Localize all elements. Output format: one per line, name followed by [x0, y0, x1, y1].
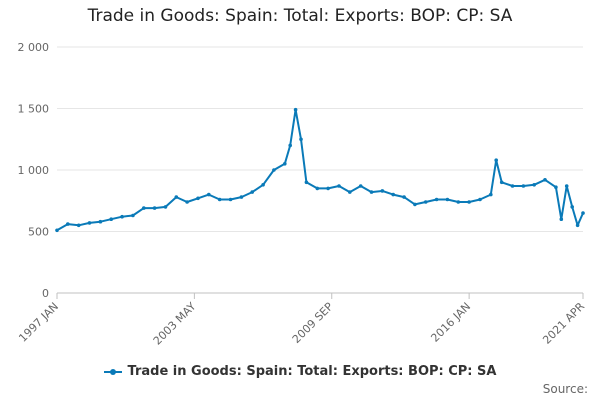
data-point[interactable] [87, 221, 92, 225]
legend[interactable]: Trade in Goods: Spain: Total: Exports: B… [0, 364, 600, 379]
data-point[interactable] [575, 223, 580, 228]
data-point[interactable] [434, 197, 439, 202]
data-point[interactable] [55, 228, 59, 233]
data-point[interactable] [163, 205, 168, 209]
data-point[interactable] [478, 197, 482, 202]
grid-lines [57, 46, 583, 294]
data-point[interactable] [489, 192, 493, 197]
data-point[interactable] [174, 195, 179, 199]
y-tick-label: 2 000 [18, 41, 50, 54]
data-point[interactable] [120, 214, 124, 219]
data-point[interactable] [348, 190, 352, 194]
y-tick-label: 1 500 [18, 103, 50, 116]
data-point[interactable] [142, 206, 146, 210]
x-tick-label: 2021 APR [540, 300, 587, 347]
data-point[interactable] [326, 186, 330, 191]
data-point[interactable] [413, 202, 417, 207]
data-point[interactable] [228, 197, 233, 202]
data-point[interactable] [510, 184, 515, 188]
x-tick-label: 2003 MAY [151, 300, 199, 348]
data-point[interactable] [76, 223, 81, 228]
data-point[interactable] [570, 205, 574, 209]
data-point[interactable] [494, 158, 499, 162]
data-point[interactable] [532, 183, 536, 187]
data-point[interactable] [185, 200, 189, 204]
data-point[interactable] [559, 217, 564, 221]
x-tick-label: 2009 SEP [290, 300, 336, 346]
data-point[interactable] [391, 192, 396, 197]
legend-swatch-icon [103, 367, 122, 377]
data-point[interactable] [521, 184, 526, 188]
y-tick-label: 1 000 [18, 164, 50, 177]
data-point[interactable] [304, 180, 309, 185]
data-point[interactable] [337, 184, 341, 188]
y-tick-label: 0 [42, 287, 49, 300]
data-point[interactable] [288, 143, 293, 148]
x-axis: 1997 JAN 2003 MAY 2009 SEP 2016 JAN 2021 APR [16, 292, 587, 348]
data-point[interactable] [196, 196, 200, 201]
data-point[interactable] [109, 217, 113, 221]
source-label: Source: [542, 382, 588, 396]
data-point[interactable] [423, 200, 428, 204]
y-axis-labels: 0 500 1 000 1 500 2 000 [18, 41, 50, 300]
data-point[interactable] [380, 189, 385, 193]
data-point[interactable] [499, 180, 504, 185]
data-point[interactable] [131, 213, 135, 218]
data-point[interactable] [467, 200, 471, 204]
data-point[interactable] [293, 107, 298, 112]
data-point[interactable] [554, 185, 558, 189]
data-point[interactable] [402, 195, 406, 199]
data-point[interactable] [358, 184, 363, 188]
data-point[interactable] [272, 168, 276, 172]
data-point[interactable] [299, 137, 303, 142]
data-point[interactable] [261, 183, 265, 187]
x-tick-label: 1997 JAN [16, 300, 61, 345]
data-point[interactable] [207, 192, 211, 197]
data-point[interactable] [152, 206, 157, 210]
data-point[interactable] [98, 219, 103, 224]
data-point[interactable] [564, 184, 569, 188]
x-tick-label: 2016 JAN [428, 300, 473, 345]
data-point[interactable] [250, 190, 254, 194]
data-point[interactable] [315, 186, 320, 191]
data-point[interactable] [283, 162, 287, 166]
data-point[interactable] [66, 222, 70, 226]
chart-title: Trade in Goods: Spain: Total: Exports: B… [87, 6, 513, 26]
y-tick-label: 500 [28, 226, 49, 239]
data-point[interactable] [543, 178, 547, 182]
data-point[interactable] [239, 195, 244, 199]
data-point[interactable] [369, 190, 374, 194]
data-point[interactable] [445, 197, 450, 202]
legend-label: Trade in Goods: Spain: Total: Exports: B… [127, 364, 497, 379]
series-line [55, 107, 585, 233]
data-point[interactable] [217, 197, 222, 202]
data-point[interactable] [581, 211, 585, 215]
data-point[interactable] [456, 200, 461, 204]
